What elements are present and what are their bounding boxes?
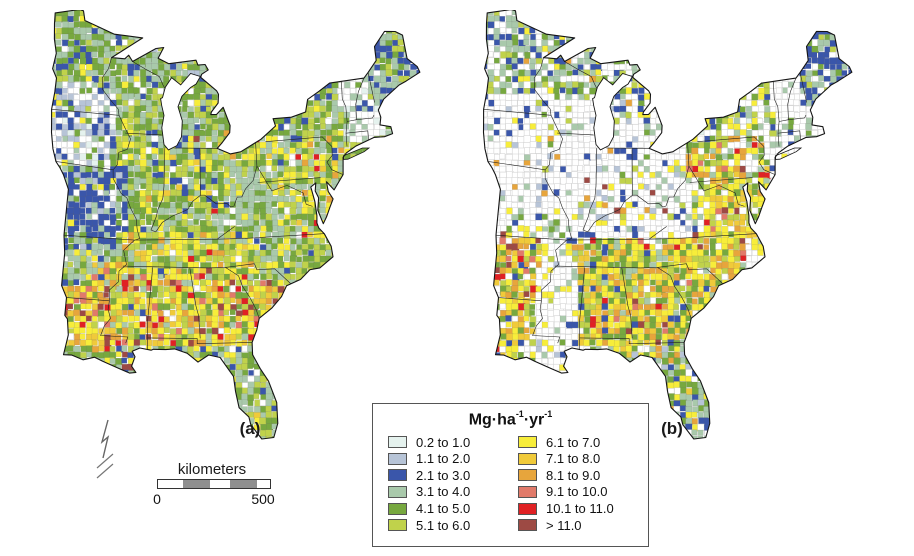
scale-bar-title: kilometers	[177, 461, 247, 478]
legend-swatch	[518, 452, 537, 465]
legend-row: 6.1 to 7.0	[518, 434, 614, 450]
map-a-label: (a)	[239, 419, 261, 438]
scale-bar-segment	[257, 480, 270, 488]
scale-bar-track	[157, 479, 271, 489]
legend-swatch	[388, 436, 407, 449]
north-arrow-icon	[96, 419, 114, 479]
legend-entries: 0.2 to 1.0 1.1 to 2.0 2.1 to 3.0 3.1 to 4.0…	[373, 429, 648, 533]
legend-row: 3.1 to 4.0	[388, 484, 510, 500]
legend-row: 8.1 to 9.0	[518, 467, 614, 483]
legend-class-label: 7.1 to 8.0	[546, 451, 601, 467]
legend-class-label: 0.2 to 1.0	[416, 434, 471, 450]
legend-swatch	[388, 452, 407, 465]
scale-bar-end-label: 500	[251, 491, 275, 507]
legend-swatch	[518, 436, 537, 449]
legend-swatch	[388, 485, 407, 498]
scale-bar-segment	[210, 480, 230, 488]
legend-box: Mg·ha-1·yr-1 0.2 to 1.0 1.1 to 2.0 2.1 to …	[372, 403, 649, 547]
scale-bar-segment	[158, 480, 183, 488]
scale-bar-start-label: 0	[153, 491, 161, 507]
legend-row: 7.1 to 8.0	[518, 451, 614, 467]
legend-swatch	[518, 502, 537, 515]
legend-class-label: 6.1 to 7.0	[546, 434, 601, 450]
legend-row: > 11.0	[518, 517, 614, 533]
scale-bar-segment	[183, 480, 210, 488]
scale-bar-segment	[230, 480, 257, 488]
legend-class-label: 4.1 to 5.0	[416, 501, 471, 516]
legend-class-label: 9.1 to 10.0	[546, 484, 608, 500]
legend-title: Mg·ha-1·yr-1	[468, 409, 553, 429]
map-b-label: (b)	[661, 419, 683, 438]
map-b-choropleth	[482, 10, 853, 440]
legend-row: 9.1 to 10.0	[518, 484, 614, 500]
legend-class-label: 8.1 to 9.0	[546, 467, 601, 483]
legend-swatch	[388, 502, 407, 515]
legend-swatch	[518, 469, 537, 482]
legend-row: 5.1 to 6.0	[388, 517, 510, 533]
legend-swatch	[388, 519, 407, 532]
legend-class-label: > 11.0	[546, 517, 582, 533]
map-a-choropleth	[50, 10, 421, 440]
legend-row: 1.1 to 2.0	[388, 451, 510, 467]
legend-row: 10.1 to 11.0	[518, 501, 614, 516]
legend-class-label: 1.1 to 2.0	[416, 451, 471, 467]
legend-row: 0.2 to 1.0	[388, 434, 510, 450]
legend-swatch	[518, 519, 537, 532]
legend-class-label: 5.1 to 6.0	[416, 517, 471, 533]
legend-class-label: 10.1 to 11.0	[546, 501, 614, 516]
legend-swatch	[388, 469, 407, 482]
legend-swatch	[518, 485, 537, 498]
legend-row: 4.1 to 5.0	[388, 501, 510, 516]
legend-class-label: 3.1 to 4.0	[416, 484, 471, 500]
legend-row: 2.1 to 3.0	[388, 467, 510, 483]
legend-class-label: 2.1 to 3.0	[416, 467, 471, 483]
